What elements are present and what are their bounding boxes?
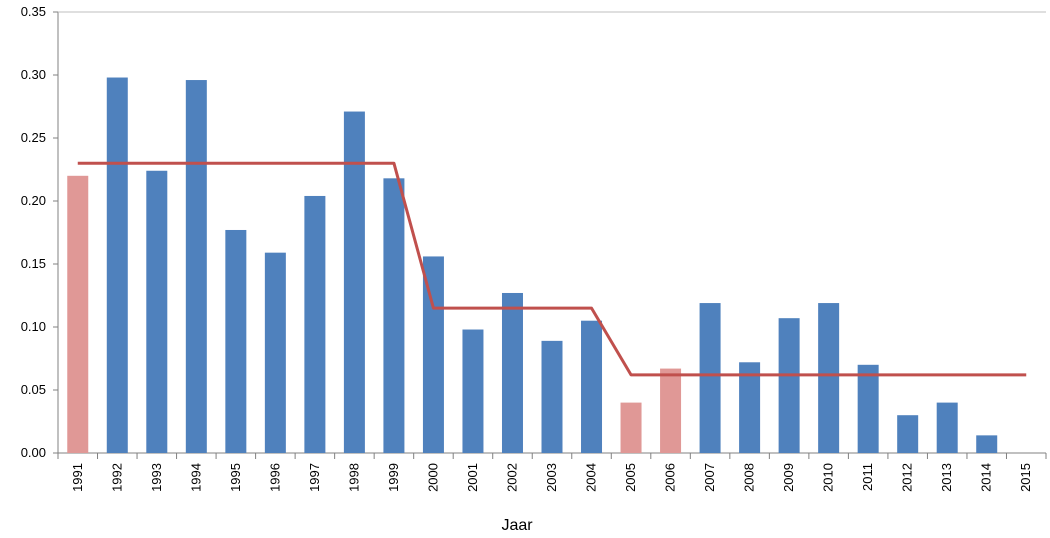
x-tick-label: 2004 xyxy=(584,463,599,492)
bar xyxy=(739,362,761,453)
bar xyxy=(343,111,365,453)
x-tick-label: 1993 xyxy=(149,463,164,492)
x-tick-label: 2011 xyxy=(860,463,875,491)
x-tick-label: 2009 xyxy=(781,463,796,492)
bar xyxy=(936,402,958,453)
x-tick-label: 2001 xyxy=(465,463,480,492)
x-tick-label: 1997 xyxy=(307,463,322,492)
bar xyxy=(897,415,919,453)
x-tick-label: 1995 xyxy=(228,463,243,492)
x-tick-label: 2002 xyxy=(504,463,519,492)
y-tick-label: 0.15 xyxy=(21,256,46,271)
bar xyxy=(778,318,800,453)
y-tick-label: 0.30 xyxy=(21,67,46,82)
bar xyxy=(185,80,207,453)
bar xyxy=(818,303,840,453)
bar xyxy=(462,329,484,453)
bar xyxy=(976,435,998,453)
x-tick-label: 1998 xyxy=(346,463,361,492)
bar-highlighted xyxy=(660,368,682,453)
x-tick-label: 1991 xyxy=(70,463,85,492)
bar xyxy=(857,364,879,453)
bar xyxy=(422,256,444,453)
trend-line xyxy=(77,161,1027,377)
x-tick-label: 1999 xyxy=(386,463,401,492)
x-tick-label: 2006 xyxy=(663,463,678,492)
bar xyxy=(264,252,286,453)
x-tick-label: 2008 xyxy=(742,463,757,492)
x-tick-label: 2007 xyxy=(702,463,717,492)
x-tick-label: 1992 xyxy=(109,463,124,492)
plot-area: 0.00 0.05 0.10 0.15 0.20 0.25 0.30 0.35 1991 1992… xyxy=(21,4,1047,492)
x-tick-label: 1996 xyxy=(267,463,282,492)
bar xyxy=(581,320,603,453)
bar xyxy=(225,229,247,453)
bar xyxy=(541,340,563,453)
bar-highlighted xyxy=(67,175,89,454)
x-tick-label: 2003 xyxy=(544,463,559,492)
x-tick-label: 2014 xyxy=(979,463,994,492)
x-tick-label: 2015 xyxy=(1018,463,1033,492)
x-axis-title: Jaar xyxy=(501,517,533,534)
x-tick-label: 2012 xyxy=(900,463,915,492)
y-tick-label: 0.20 xyxy=(21,193,46,208)
bar xyxy=(383,178,405,453)
y-tick-label: 0.10 xyxy=(21,319,46,334)
x-tick-label: 2005 xyxy=(623,463,638,492)
x-tick-label: 2013 xyxy=(939,463,954,492)
bar xyxy=(106,77,128,454)
x-tick-label: 2000 xyxy=(425,463,440,492)
y-tick-label: 0.00 xyxy=(21,445,46,460)
y-tick-label: 0.25 xyxy=(21,130,46,145)
y-tick-label: 0.35 xyxy=(21,4,46,19)
bar xyxy=(146,170,168,453)
bar-highlighted xyxy=(620,402,642,453)
x-tick-label: 2010 xyxy=(821,463,836,492)
y-tick-label: 0.05 xyxy=(21,382,46,397)
bar xyxy=(699,303,721,453)
x-tick-label: 1994 xyxy=(188,463,203,492)
bar xyxy=(304,195,326,453)
bar xyxy=(501,292,523,453)
